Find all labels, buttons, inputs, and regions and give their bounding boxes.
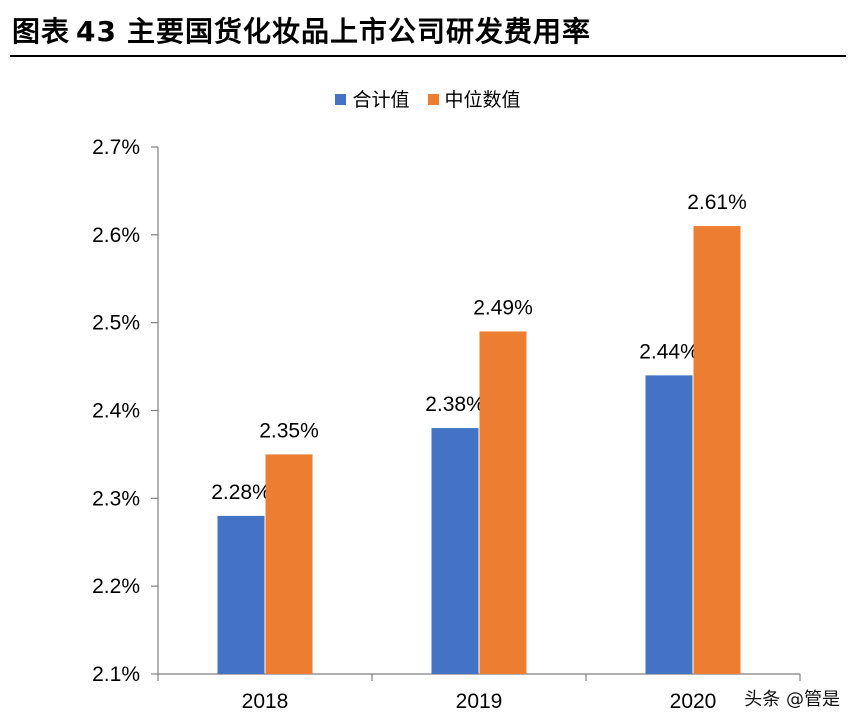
y-tick-label: 2.4% <box>92 400 140 423</box>
y-tick-label: 2.5% <box>92 312 140 335</box>
bar-2020-series-2 <box>693 226 741 675</box>
legend-label-series-1: 合计值 <box>352 88 410 111</box>
legend-label-series-2: 中位数值 <box>444 88 521 111</box>
figure-number: 43 <box>76 15 117 48</box>
bar-2018-series-2 <box>265 454 313 674</box>
y-tick-label: 2.1% <box>92 663 140 686</box>
figure-title: 图表 43 主要国货化妆品上市公司研发费用率 <box>12 12 591 52</box>
y-tick-label: 2.6% <box>92 224 140 247</box>
data-label: 2.28% <box>211 481 271 504</box>
legend-item-series-1: 合计值 <box>335 88 409 112</box>
data-label: 2.44% <box>639 340 699 363</box>
figure-title-text: 主要国货化妆品上市公司研发费用率 <box>126 15 591 48</box>
x-tick-label: 2020 <box>670 690 717 713</box>
watermark: 头条 @管是 <box>744 689 840 710</box>
data-label: 2.35% <box>259 419 319 442</box>
y-tick-label: 2.2% <box>92 575 140 598</box>
x-tick-label: 2019 <box>456 690 503 713</box>
figure-label: 图表 <box>12 15 71 48</box>
bar-2019-series-1 <box>431 428 479 674</box>
bar-2020-series-1 <box>645 375 693 674</box>
data-label: 2.38% <box>425 393 485 416</box>
legend-item-series-2: 中位数值 <box>427 88 521 112</box>
data-label: 2.49% <box>473 296 533 319</box>
y-tick-label: 2.7% <box>92 136 140 159</box>
x-tick-label: 2018 <box>242 690 289 713</box>
bar-2019-series-2 <box>479 331 527 674</box>
chart-legend: 合计值 中位数值 <box>0 87 856 112</box>
legend-swatch-series-2 <box>427 94 439 105</box>
legend-swatch-series-1 <box>335 94 347 105</box>
bar-2018-series-1 <box>217 515 265 674</box>
y-tick-label: 2.3% <box>92 487 140 510</box>
title-divider <box>10 55 846 57</box>
data-label: 2.61% <box>687 191 747 214</box>
